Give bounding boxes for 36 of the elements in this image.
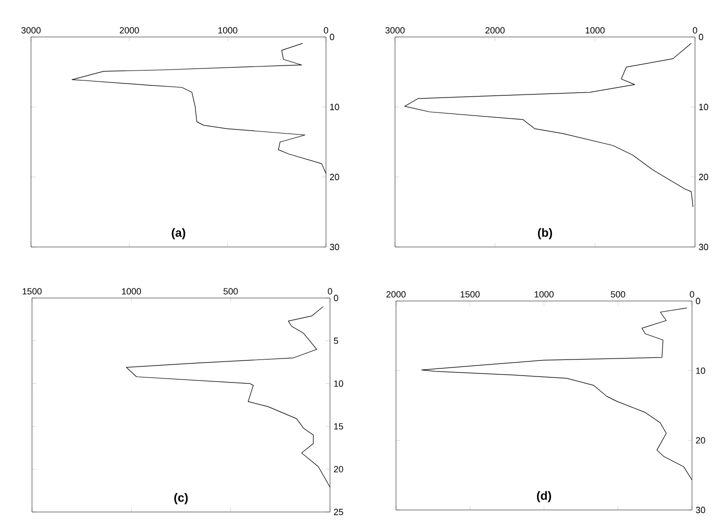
x-tick-label: 3000 bbox=[21, 27, 41, 34]
x-tick-label: 500 bbox=[610, 291, 626, 298]
y-tick-label: 20 bbox=[698, 174, 708, 180]
y-tick-label: 30 bbox=[698, 244, 708, 250]
y-tick-label: 30 bbox=[696, 506, 706, 514]
annotation: (d) bbox=[536, 491, 552, 502]
x-tick-label: 3000 bbox=[385, 27, 405, 34]
x-tick-label: 0 bbox=[690, 291, 694, 298]
x-tick-label: 1500 bbox=[22, 288, 42, 294]
y-tick-label: 0 bbox=[330, 34, 334, 40]
x-tick-label: 0 bbox=[324, 27, 328, 34]
y-tick-label: 20 bbox=[696, 437, 706, 444]
x-tick-label: 2000 bbox=[485, 27, 505, 34]
annotation: (a) bbox=[172, 228, 186, 240]
y-tick-label: 20 bbox=[334, 466, 344, 472]
y-tick-label: 10 bbox=[330, 104, 340, 110]
x-tick-label: 1000 bbox=[586, 27, 605, 34]
y-tick-label: 20 bbox=[330, 174, 340, 180]
x-tick-label: 500 bbox=[224, 288, 238, 294]
y-tick-label: 0 bbox=[698, 34, 704, 40]
y-tick-label: 5 bbox=[334, 338, 338, 344]
y-tick-label: 10 bbox=[699, 104, 708, 110]
y-tick-label: 25 bbox=[334, 508, 344, 516]
x-tick-label: 2000 bbox=[386, 291, 406, 298]
x-tick-label: 1000 bbox=[218, 27, 238, 34]
y-tick-label: 15 bbox=[334, 423, 344, 430]
x-tick-label: 1500 bbox=[460, 291, 480, 298]
x-tick-label: 1000 bbox=[534, 291, 554, 298]
y-tick-label: 0 bbox=[696, 298, 700, 304]
x-tick-label: 1000 bbox=[122, 288, 141, 294]
y-tick-label: 10 bbox=[696, 367, 706, 374]
annotation: (c) bbox=[174, 493, 188, 504]
y-tick-label: 30 bbox=[330, 244, 340, 250]
annotation: (b) bbox=[538, 228, 552, 240]
y-tick-label: 10 bbox=[334, 380, 344, 387]
x-tick-label: 2000 bbox=[120, 27, 139, 34]
